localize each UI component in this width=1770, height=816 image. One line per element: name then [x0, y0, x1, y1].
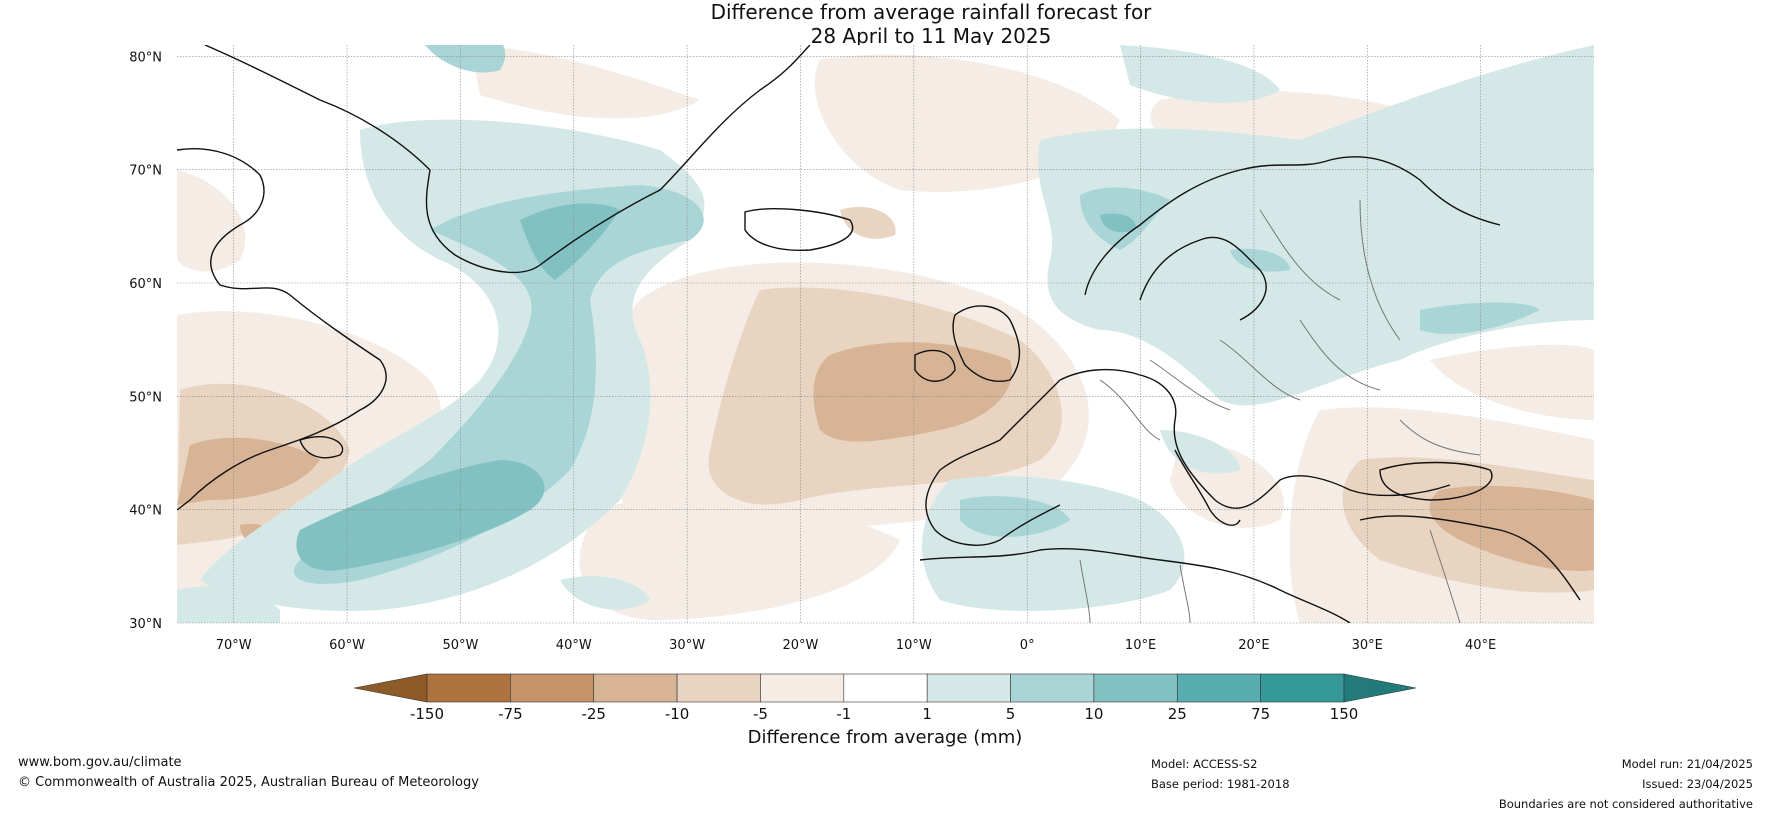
- colorbar-tick-label: -1: [836, 705, 851, 723]
- latitude-labels: 80°N 70°N 60°N 50°N 40°N 30°N: [129, 50, 162, 632]
- footer-model-run: Model run: 21/04/2025: [1621, 757, 1753, 771]
- footer-website: www.bom.gov.au/climate: [18, 755, 182, 770]
- longitude-label: 20°E: [1238, 638, 1269, 653]
- latitude-label: 40°N: [129, 504, 162, 519]
- title-line-1: Difference from average rainfall forecas…: [710, 0, 1152, 24]
- longitude-label: 70°W: [216, 638, 252, 653]
- colorbar-segment: [760, 673, 845, 703]
- colorbar-tick-label: 25: [1168, 705, 1187, 723]
- colorbar-segment: [510, 673, 595, 703]
- colorbar-extend-high: [1343, 673, 1417, 703]
- coastlines: [177, 45, 1581, 623]
- colorbar-tick-label: 10: [1084, 705, 1103, 723]
- footer-copyright: © Commonwealth of Australia 2025, Austra…: [18, 775, 479, 790]
- colorbar-segment: [1093, 673, 1178, 703]
- latitude-label: 30°N: [129, 617, 162, 632]
- colorbar: -150 -75 -25 -10 -5 -1 1 5 10 25 75 150: [353, 673, 1417, 723]
- colorbar-tick-label: -75: [498, 705, 523, 723]
- longitude-label: 30°E: [1352, 638, 1383, 653]
- colorbar-segment: [1260, 673, 1345, 703]
- colorbar-segment: [843, 673, 928, 703]
- colorbar-segment: [426, 673, 511, 703]
- colorbar-tick-label: 150: [1330, 705, 1359, 723]
- longitude-label: 60°W: [329, 638, 365, 653]
- longitude-label: 50°W: [442, 638, 478, 653]
- colorbar-tick-label: -5: [753, 705, 768, 723]
- title-line-2: 28 April to 11 May 2025: [810, 24, 1052, 48]
- longitude-label: 30°W: [669, 638, 705, 653]
- colorbar-segment: [676, 673, 761, 703]
- colorbar-segment: [926, 673, 1011, 703]
- colorbar-segment: [593, 673, 678, 703]
- colorbar-extend-low: [353, 673, 428, 703]
- longitude-label: 0°: [1020, 638, 1035, 653]
- colorbar-tick-label: 5: [1006, 705, 1016, 723]
- longitude-label: 40°E: [1465, 638, 1496, 653]
- longitude-label: 10°W: [896, 638, 932, 653]
- longitude-label: 40°W: [556, 638, 592, 653]
- rainfall-anomaly-field: [177, 45, 1594, 623]
- colorbar-title: Difference from average (mm): [747, 727, 1023, 748]
- colorbar-tick-label: -150: [410, 705, 444, 723]
- graticule: [177, 45, 1594, 624]
- map-title: Difference from average rainfall forecas…: [0, 0, 1770, 48]
- colorbar-tick-label: 75: [1251, 705, 1270, 723]
- colorbar-tick-label: -25: [581, 705, 606, 723]
- latitude-label: 60°N: [129, 277, 162, 292]
- latitude-label: 80°N: [129, 50, 162, 65]
- longitude-labels: 70°W 60°W 50°W 40°W 30°W 20°W 10°W 0° 10°E 20°E 30…: [216, 638, 1497, 653]
- country-borders: [1079, 199, 1481, 623]
- colorbar-tick-label: 1: [922, 705, 932, 723]
- latitude-label: 50°N: [129, 390, 162, 405]
- colorbar-segment: [1176, 673, 1261, 703]
- footer-base-period: Base period: 1981-2018: [1151, 777, 1290, 791]
- longitude-label: 20°W: [783, 638, 819, 653]
- colorbar-tick-label: -10: [665, 705, 690, 723]
- footer-issued: Issued: 23/04/2025: [1642, 777, 1753, 791]
- footer-model: Model: ACCESS-S2: [1151, 757, 1258, 771]
- colorbar-segment: [1010, 673, 1095, 703]
- latitude-label: 70°N: [129, 164, 162, 179]
- longitude-label: 10°E: [1125, 638, 1156, 653]
- footer-disclaimer: Boundaries are not considered authoritat…: [1498, 797, 1753, 811]
